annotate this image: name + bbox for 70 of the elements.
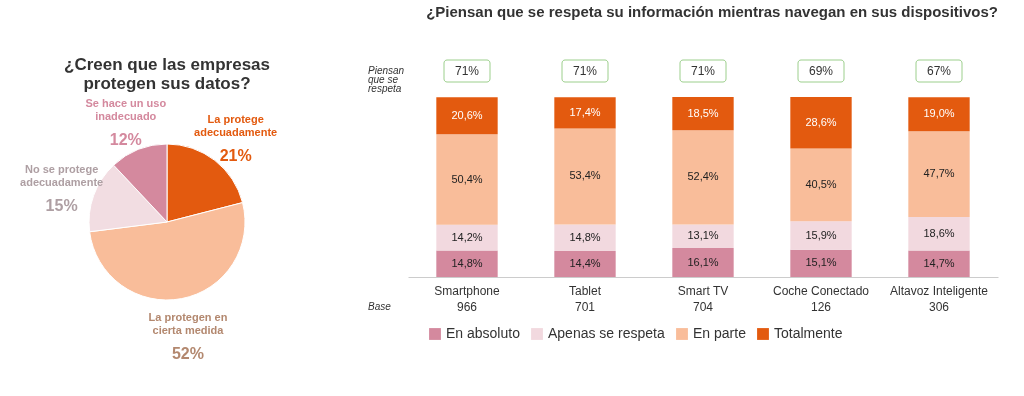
slice-label: No se protege adecuadamente — [20, 163, 104, 189]
data-label: 15% — [45, 197, 78, 215]
chart-title: ¿Piensan que se respeta su información mientras navegan en sus dispositivos? — [426, 2, 998, 20]
data-label: 15,9% — [805, 228, 837, 241]
data-label: 50,4% — [451, 172, 483, 185]
data-label: 12% — [109, 130, 142, 148]
data-label: 16,1% — [687, 255, 719, 268]
data-label: 14,2% — [451, 230, 483, 243]
data-label: 14,8% — [451, 256, 483, 269]
bar — [908, 250, 970, 277]
x-tick-label: Coche Conectado — [772, 283, 870, 298]
data-label: 14,4% — [569, 257, 601, 270]
bar — [554, 97, 616, 129]
data-label: 40,5% — [805, 177, 837, 190]
text: 69% — [808, 64, 834, 78]
text: 306 — [928, 300, 950, 314]
bar — [908, 97, 970, 132]
data-label: 18,6% — [923, 226, 955, 239]
data-label: 14,7% — [923, 256, 955, 269]
slice-label: Se hace un uso inadecuado — [85, 96, 167, 122]
bar — [908, 217, 970, 251]
text: 71% — [454, 64, 480, 78]
legend-label: En absoluto — [446, 325, 521, 341]
x-tick-label: Smart TV — [677, 283, 729, 298]
data-label: 14,8% — [569, 230, 601, 243]
legend-label: En parte — [693, 325, 747, 341]
bar — [790, 249, 852, 277]
bar — [554, 251, 616, 277]
bar — [672, 130, 734, 225]
x-tick-label: Tablet — [568, 283, 602, 298]
bar — [436, 134, 498, 225]
x-tick-label: Altavoz Inteligente — [889, 283, 989, 298]
legend-label: Totalmente — [774, 325, 843, 341]
chart-title: ¿Creen que las empresas protegen sus datos? — [64, 55, 270, 93]
bar — [790, 221, 852, 250]
data-label: 15,1% — [805, 256, 837, 269]
bar — [790, 97, 852, 149]
bar — [436, 250, 498, 277]
data-label: 47,7% — [923, 167, 955, 180]
bar — [672, 248, 734, 277]
text: 71% — [572, 64, 598, 78]
bar — [908, 131, 970, 218]
slice-label: La protegen en cierta medida — [148, 311, 228, 337]
data-label: 20,6% — [451, 108, 483, 121]
data-label: 18,5% — [687, 106, 719, 119]
bar — [554, 224, 616, 252]
bar — [672, 97, 734, 131]
text: 704 — [692, 300, 714, 314]
x-tick-label: Smartphone — [434, 283, 501, 298]
data-label: 52% — [171, 345, 204, 363]
text: 67% — [926, 64, 952, 78]
data-label: 13,1% — [687, 229, 719, 242]
text: 701 — [574, 300, 596, 314]
text: 71% — [690, 64, 716, 78]
data-label: 19,0% — [923, 107, 955, 120]
bar — [790, 148, 852, 222]
legend-label: Apenas se respeta — [548, 325, 665, 341]
text: 126 — [810, 300, 832, 314]
data-label: 21% — [219, 146, 252, 164]
text: 966 — [456, 300, 478, 314]
text: Piensan que se respeta — [368, 65, 405, 94]
slice-label: La protege adecuadamente — [194, 112, 278, 138]
bar — [554, 128, 616, 225]
data-label: 53,4% — [569, 169, 601, 182]
text: Base — [368, 301, 392, 312]
bar — [436, 97, 498, 135]
data-label: 52,4% — [687, 170, 719, 183]
bar — [672, 224, 734, 249]
data-label: 28,6% — [805, 115, 837, 128]
data-label: 17,4% — [569, 105, 601, 118]
